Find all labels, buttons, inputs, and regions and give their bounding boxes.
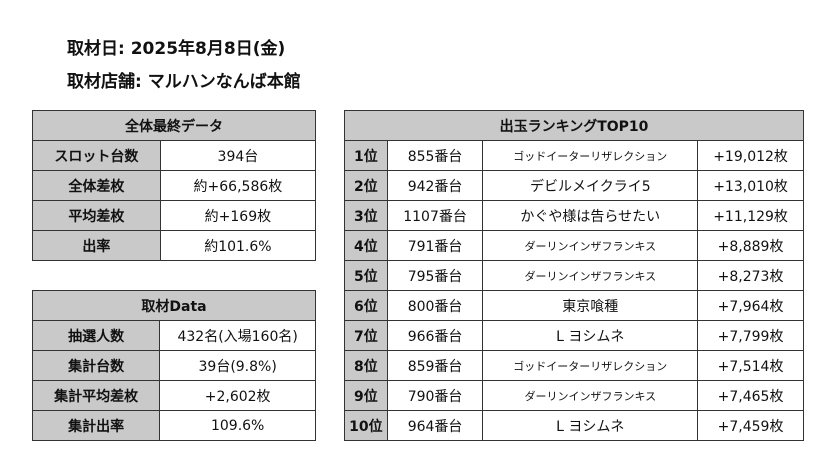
row: 5位 795番台 ダーリンインザフランキス +8,273枚 <box>344 260 804 291</box>
cell: +8,889枚 <box>697 230 804 261</box>
row: 平均差枚 約+169枚 <box>32 200 317 231</box>
cell: +7,459枚 <box>697 410 804 441</box>
cell: 約+66,586枚 <box>159 170 317 201</box>
cell: ダーリンインザフランキス <box>482 380 699 411</box>
cell: 800番台 <box>386 290 484 321</box>
cell: 964番台 <box>386 410 484 441</box>
cell: +7,514枚 <box>697 350 804 381</box>
cell: 約+169枚 <box>159 200 317 231</box>
cell: かぐや様は告らせたい <box>482 200 699 231</box>
cell: 432名(入場160名) <box>159 320 316 351</box>
cell: 東京喰種 <box>482 290 699 321</box>
cell: ダーリンインザフランキス <box>482 230 699 261</box>
header-row: 全体最終データ <box>32 110 316 141</box>
row: 集計台数 39台(9.8%) <box>31 350 316 381</box>
cell: 平均差枚 <box>32 200 161 231</box>
cell: デビルメイクライ5 <box>482 170 699 201</box>
cell: 790番台 <box>386 380 484 411</box>
cell: +8,273枚 <box>697 260 804 291</box>
cell: 全体差枚 <box>32 170 161 201</box>
cell: 集計平均差枚 <box>31 380 161 411</box>
ranking-table: 出玉ランキングTOP10 1位 855番台 ゴッドイーターリザレクション +19,012… <box>344 110 804 441</box>
row: 3位 1107番台 かぐや様は告らせたい +11,129枚 <box>344 200 804 231</box>
header-row: 出玉ランキングTOP10 <box>344 110 804 141</box>
store-line: 取材店舗: マルハンなんば本館 <box>67 72 301 92</box>
cell: 855番台 <box>386 140 484 171</box>
cell: 10位 <box>344 410 388 441</box>
cell: L ヨシムネ <box>482 410 699 441</box>
cell: 6位 <box>344 290 388 321</box>
cell: 109.6% <box>159 410 316 441</box>
cell: 942番台 <box>386 170 484 201</box>
date-line: 取材日: 2025年8月8日(金) <box>67 39 286 59</box>
row: 集計平均差枚 +2,602枚 <box>31 380 316 411</box>
cell: +19,012枚 <box>697 140 804 171</box>
row: 8位 859番台 ゴッドイーターリザレクション +7,514枚 <box>344 350 804 381</box>
table-title: 取材Data <box>32 290 316 321</box>
row: 1位 855番台 ゴッドイーターリザレクション +19,012枚 <box>344 140 804 171</box>
cell: ゴッドイーターリザレクション <box>482 350 699 381</box>
cell: スロット台数 <box>32 140 161 171</box>
cell: 394台 <box>159 140 317 171</box>
cell: +7,964枚 <box>697 290 804 321</box>
row: 7位 966番台 L ヨシムネ +7,799枚 <box>344 320 804 351</box>
cell: 7位 <box>344 320 388 351</box>
cell: 1位 <box>344 140 388 171</box>
cell: +11,129枚 <box>697 200 804 231</box>
row: 集計出率 109.6% <box>31 410 316 441</box>
cell: 8位 <box>344 350 388 381</box>
cell: 5位 <box>344 260 388 291</box>
cell: 集計台数 <box>31 350 161 381</box>
cell: 3位 <box>344 200 388 231</box>
cell: 791番台 <box>386 230 484 261</box>
row: 抽選人数 432名(入場160名) <box>31 320 316 351</box>
cell: 859番台 <box>386 350 484 381</box>
cell: 966番台 <box>386 320 484 351</box>
coverage-table: 取材Data 抽選人数 432名(入場160名) 集計台数 39台(9.8%) 集計平均差… <box>31 290 316 441</box>
row: 10位 964番台 L ヨシムネ +7,459枚 <box>344 410 804 441</box>
summary-table: 全体最終データ スロット台数 394台 全体差枚 約+66,586枚 平均差枚 約+169枚… <box>32 110 317 261</box>
cell: ダーリンインザフランキス <box>482 260 699 291</box>
cell: 2位 <box>344 170 388 201</box>
cell: L ヨシムネ <box>482 320 699 351</box>
table-title: 全体最終データ <box>32 110 316 141</box>
table-title: 出玉ランキングTOP10 <box>344 110 804 141</box>
cell: 9位 <box>344 380 388 411</box>
header-row: 取材Data <box>32 290 316 321</box>
cell: ゴッドイーターリザレクション <box>482 140 699 171</box>
cell: 795番台 <box>386 260 484 291</box>
cell: +13,010枚 <box>697 170 804 201</box>
row: 4位 791番台 ダーリンインザフランキス +8,889枚 <box>344 230 804 261</box>
cell: 39台(9.8%) <box>159 350 316 381</box>
cell: 集計出率 <box>31 410 161 441</box>
row: 全体差枚 約+66,586枚 <box>32 170 317 201</box>
cell: +7,799枚 <box>697 320 804 351</box>
cell: 約101.6% <box>159 230 317 261</box>
row: 出率 約101.6% <box>32 230 317 261</box>
cell: 4位 <box>344 230 388 261</box>
cell: 抽選人数 <box>31 320 161 351</box>
cell: +2,602枚 <box>159 380 316 411</box>
cell: 出率 <box>32 230 161 261</box>
row: スロット台数 394台 <box>32 140 317 171</box>
row: 9位 790番台 ダーリンインザフランキス +7,465枚 <box>344 380 804 411</box>
cell: 1107番台 <box>386 200 484 231</box>
cell: +7,465枚 <box>697 380 804 411</box>
row: 2位 942番台 デビルメイクライ5 +13,010枚 <box>344 170 804 201</box>
row: 6位 800番台 東京喰種 +7,964枚 <box>344 290 804 321</box>
